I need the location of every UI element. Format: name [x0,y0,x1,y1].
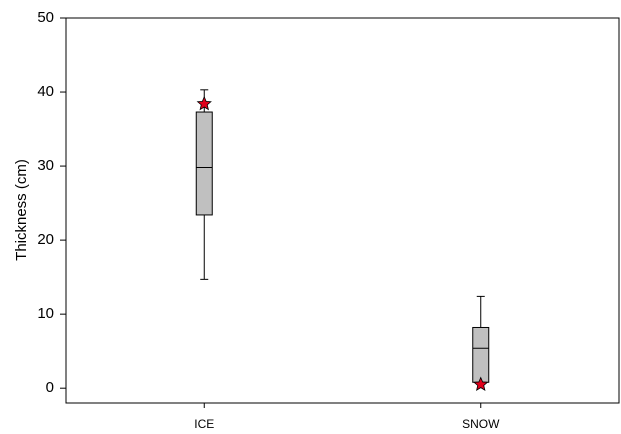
y-tick-label: 0 [46,379,54,396]
y-tick-label: 50 [37,9,54,26]
y-tick-label: 40 [37,83,54,100]
box [195,111,213,216]
star-marker [196,95,212,111]
y-tick-label: 20 [37,231,54,248]
box [472,326,490,383]
plot-frame [65,17,620,404]
y-tick-label: 10 [37,305,54,322]
x-tick-label: SNOW [462,417,500,431]
x-tick-label: ICE [194,417,214,431]
star-marker [473,376,489,391]
y-tick-label: 30 [37,157,54,174]
y-axis-label: Thickness (cm) [13,159,30,261]
